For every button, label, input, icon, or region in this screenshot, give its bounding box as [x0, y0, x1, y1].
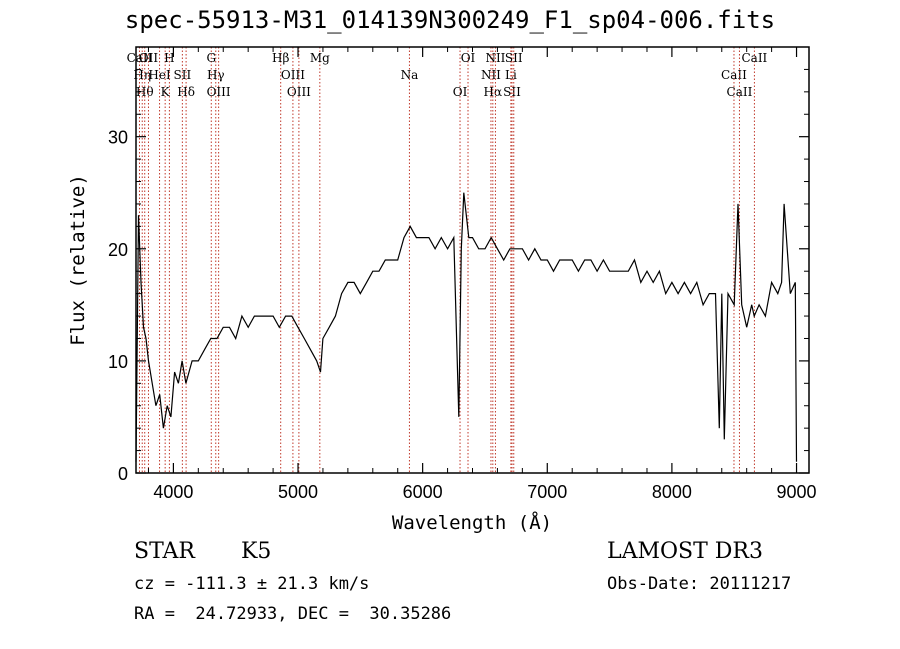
- line-marker-label: OII: [139, 51, 159, 65]
- y-tick-label: 10: [108, 352, 128, 372]
- x-axis-label: Wavelength (Å): [392, 511, 552, 534]
- redshift-velocity: cz = -111.3 ± 21.3 km/s: [134, 574, 370, 594]
- line-marker-label: Hδ: [177, 85, 195, 99]
- chart-title: spec-55913-M31_014139N300249_F1_sp04-006…: [124, 6, 776, 34]
- line-marker-label: OI: [453, 85, 468, 99]
- line-marker-label: OIII: [287, 85, 311, 99]
- y-axis-label: Flux (relative): [67, 174, 89, 346]
- coordinates: RA = 24.72933, DEC = 30.35286: [134, 604, 452, 624]
- line-marker-label: CaII: [127, 51, 153, 65]
- x-axis: 4000 5000 6000 7000 8000 9000: [147, 47, 817, 502]
- x-tick-label: 9000: [777, 482, 817, 502]
- line-marker-label: CaII: [721, 68, 747, 82]
- line-marker-label: NII: [481, 68, 501, 82]
- line-marker-label: G: [206, 51, 216, 65]
- line-marker-label: Hβ: [272, 51, 289, 65]
- line-marker-label: Na: [401, 68, 419, 82]
- line-marker-label: HeI: [148, 68, 171, 82]
- x-tick-label: 7000: [527, 482, 567, 502]
- x-tick-label: 5000: [278, 482, 318, 502]
- y-tick-label: 20: [108, 240, 128, 260]
- line-marker-label: Hγ: [207, 68, 225, 82]
- object-class: STAR: [134, 539, 195, 564]
- y-tick-label: 0: [118, 464, 128, 484]
- line-marker-label: SII: [505, 51, 523, 65]
- survey-name: LAMOST DR3: [607, 539, 763, 564]
- line-marker-label: NII: [485, 51, 505, 65]
- observation-date: Obs-Date: 20111217: [607, 574, 792, 594]
- line-marker-label: SII: [174, 68, 192, 82]
- line-marker-label: Hα: [484, 85, 503, 99]
- line-marker-label: SII: [503, 85, 521, 99]
- y-tick-label: 30: [108, 128, 128, 148]
- x-tick-label: 8000: [652, 482, 692, 502]
- line-marker-label: OIII: [207, 85, 231, 99]
- line-marker-label: Mg: [310, 51, 330, 65]
- plot-frame: [135, 46, 810, 474]
- line-marker-label: Hθ: [136, 85, 154, 99]
- object-subclass: K5: [241, 539, 272, 564]
- line-markers: CaIIHηHθOIIHeIKHSIIHδGHγOIIIHβOIIIOIIIMg…: [127, 47, 768, 473]
- line-marker-label: K: [161, 85, 171, 99]
- spectrum-series: [135, 192, 798, 462]
- line-marker-label: CaII: [741, 51, 767, 65]
- x-tick-label: 6000: [403, 482, 443, 502]
- line-marker-label: Li: [505, 68, 517, 82]
- line-marker-label: Hη: [133, 68, 151, 82]
- y-axis: 0 10 20 30: [108, 68, 809, 484]
- line-marker-label: CaII: [727, 85, 753, 99]
- line-marker-label: H: [164, 51, 174, 65]
- x-tick-label: 4000: [153, 482, 193, 502]
- line-marker-label: OIII: [281, 68, 305, 82]
- line-marker-label: OI: [461, 51, 476, 65]
- spectrum-line: [135, 192, 798, 462]
